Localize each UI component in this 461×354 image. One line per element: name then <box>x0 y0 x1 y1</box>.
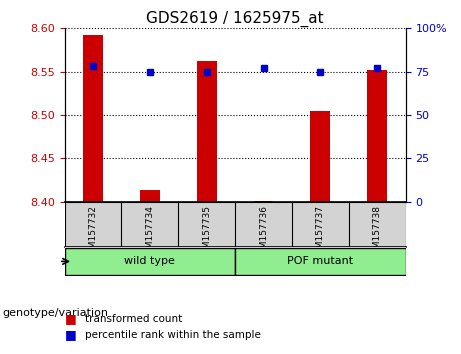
Bar <box>197 61 217 202</box>
Text: GSM157734: GSM157734 <box>145 205 154 260</box>
Text: wild type: wild type <box>124 256 175 267</box>
FancyBboxPatch shape <box>235 248 406 275</box>
Bar <box>367 70 387 202</box>
FancyBboxPatch shape <box>65 248 235 275</box>
Bar <box>254 201 273 202</box>
Text: genotype/variation: genotype/variation <box>2 308 108 318</box>
Text: POF mutant: POF mutant <box>287 256 354 267</box>
Text: GSM157738: GSM157738 <box>373 205 382 260</box>
Text: GSM157737: GSM157737 <box>316 205 325 260</box>
Text: ■: ■ <box>65 328 76 341</box>
Title: GDS2619 / 1625975_at: GDS2619 / 1625975_at <box>146 11 324 27</box>
Text: GSM157732: GSM157732 <box>89 205 97 260</box>
Text: GSM157735: GSM157735 <box>202 205 211 260</box>
Bar <box>140 190 160 202</box>
Text: transformed count: transformed count <box>85 314 183 324</box>
Text: GSM157736: GSM157736 <box>259 205 268 260</box>
Bar <box>83 35 103 202</box>
Bar <box>310 111 331 202</box>
Text: ■: ■ <box>65 312 76 325</box>
Text: percentile rank within the sample: percentile rank within the sample <box>85 330 261 339</box>
